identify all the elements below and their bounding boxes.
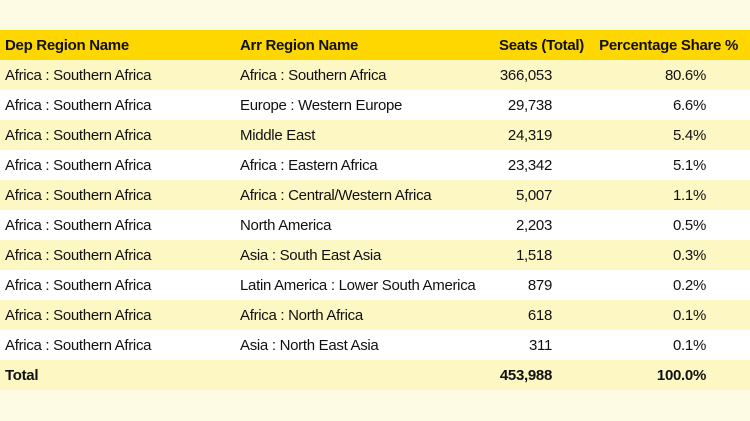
cell-percentage: 80.6% [598,60,750,90]
seats-table: Dep Region Name Arr Region Name Seats (T… [0,30,750,390]
cell-percentage: 0.2% [598,270,750,300]
header-percentage-share: Percentage Share % [598,30,750,60]
table-row: Africa : Southern Africa Asia : North Ea… [0,330,750,360]
cell-seats: 366,053 [486,60,598,90]
cell-percentage: 0.1% [598,330,750,360]
cell-dep-region: Africa : Southern Africa [0,300,236,330]
table-row: Africa : Southern Africa Europe : Wester… [0,90,750,120]
table-header-row: Dep Region Name Arr Region Name Seats (T… [0,30,750,60]
table-total-row: Total 453,988 100.0% [0,360,750,390]
cell-percentage: 5.1% [598,150,750,180]
cell-seats: 2,203 [486,210,598,240]
header-seats-total: Seats (Total) [486,30,598,60]
total-seats: 453,988 [486,360,598,390]
table-row: Africa : Southern Africa Asia : South Ea… [0,240,750,270]
cell-seats: 5,007 [486,180,598,210]
table-row: Africa : Southern Africa Africa : North … [0,300,750,330]
cell-dep-region: Africa : Southern Africa [0,90,236,120]
cell-dep-region: Africa : Southern Africa [0,270,236,300]
cell-arr-region: Europe : Western Europe [236,90,486,120]
cell-seats: 311 [486,330,598,360]
cell-arr-region: Africa : Southern Africa [236,60,486,90]
header-dep-region: Dep Region Name [0,30,236,60]
cell-dep-region: Africa : Southern Africa [0,330,236,360]
table-row: Africa : Southern Africa Africa : Easter… [0,150,750,180]
cell-dep-region: Africa : Southern Africa [0,210,236,240]
cell-dep-region: Africa : Southern Africa [0,180,236,210]
cell-dep-region: Africa : Southern Africa [0,240,236,270]
cell-arr-region: Latin America : Lower South America [236,270,486,300]
cell-dep-region: Africa : Southern Africa [0,60,236,90]
header-arr-region: Arr Region Name [236,30,486,60]
cell-seats: 24,319 [486,120,598,150]
total-empty-cell [236,360,486,390]
cell-arr-region: Africa : Eastern Africa [236,150,486,180]
cell-percentage: 5.4% [598,120,750,150]
cell-arr-region: Middle East [236,120,486,150]
cell-arr-region: Africa : North Africa [236,300,486,330]
cell-seats: 29,738 [486,90,598,120]
cell-arr-region: North America [236,210,486,240]
cell-seats: 879 [486,270,598,300]
total-label: Total [0,360,236,390]
cell-seats: 618 [486,300,598,330]
table-row: Africa : Southern Africa Africa : Southe… [0,60,750,90]
table-row: Africa : Southern Africa Latin America :… [0,270,750,300]
cell-percentage: 0.5% [598,210,750,240]
cell-dep-region: Africa : Southern Africa [0,120,236,150]
table-row: Africa : Southern Africa Middle East 24,… [0,120,750,150]
cell-arr-region: Asia : South East Asia [236,240,486,270]
cell-arr-region: Africa : Central/Western Africa [236,180,486,210]
cell-seats: 1,518 [486,240,598,270]
cell-seats: 23,342 [486,150,598,180]
cell-arr-region: Asia : North East Asia [236,330,486,360]
cell-dep-region: Africa : Southern Africa [0,150,236,180]
table-row: Africa : Southern Africa North America 2… [0,210,750,240]
cell-percentage: 1.1% [598,180,750,210]
table-row: Africa : Southern Africa Africa : Centra… [0,180,750,210]
total-percentage: 100.0% [598,360,750,390]
cell-percentage: 0.3% [598,240,750,270]
cell-percentage: 0.1% [598,300,750,330]
cell-percentage: 6.6% [598,90,750,120]
seats-table-container: Dep Region Name Arr Region Name Seats (T… [0,30,750,390]
